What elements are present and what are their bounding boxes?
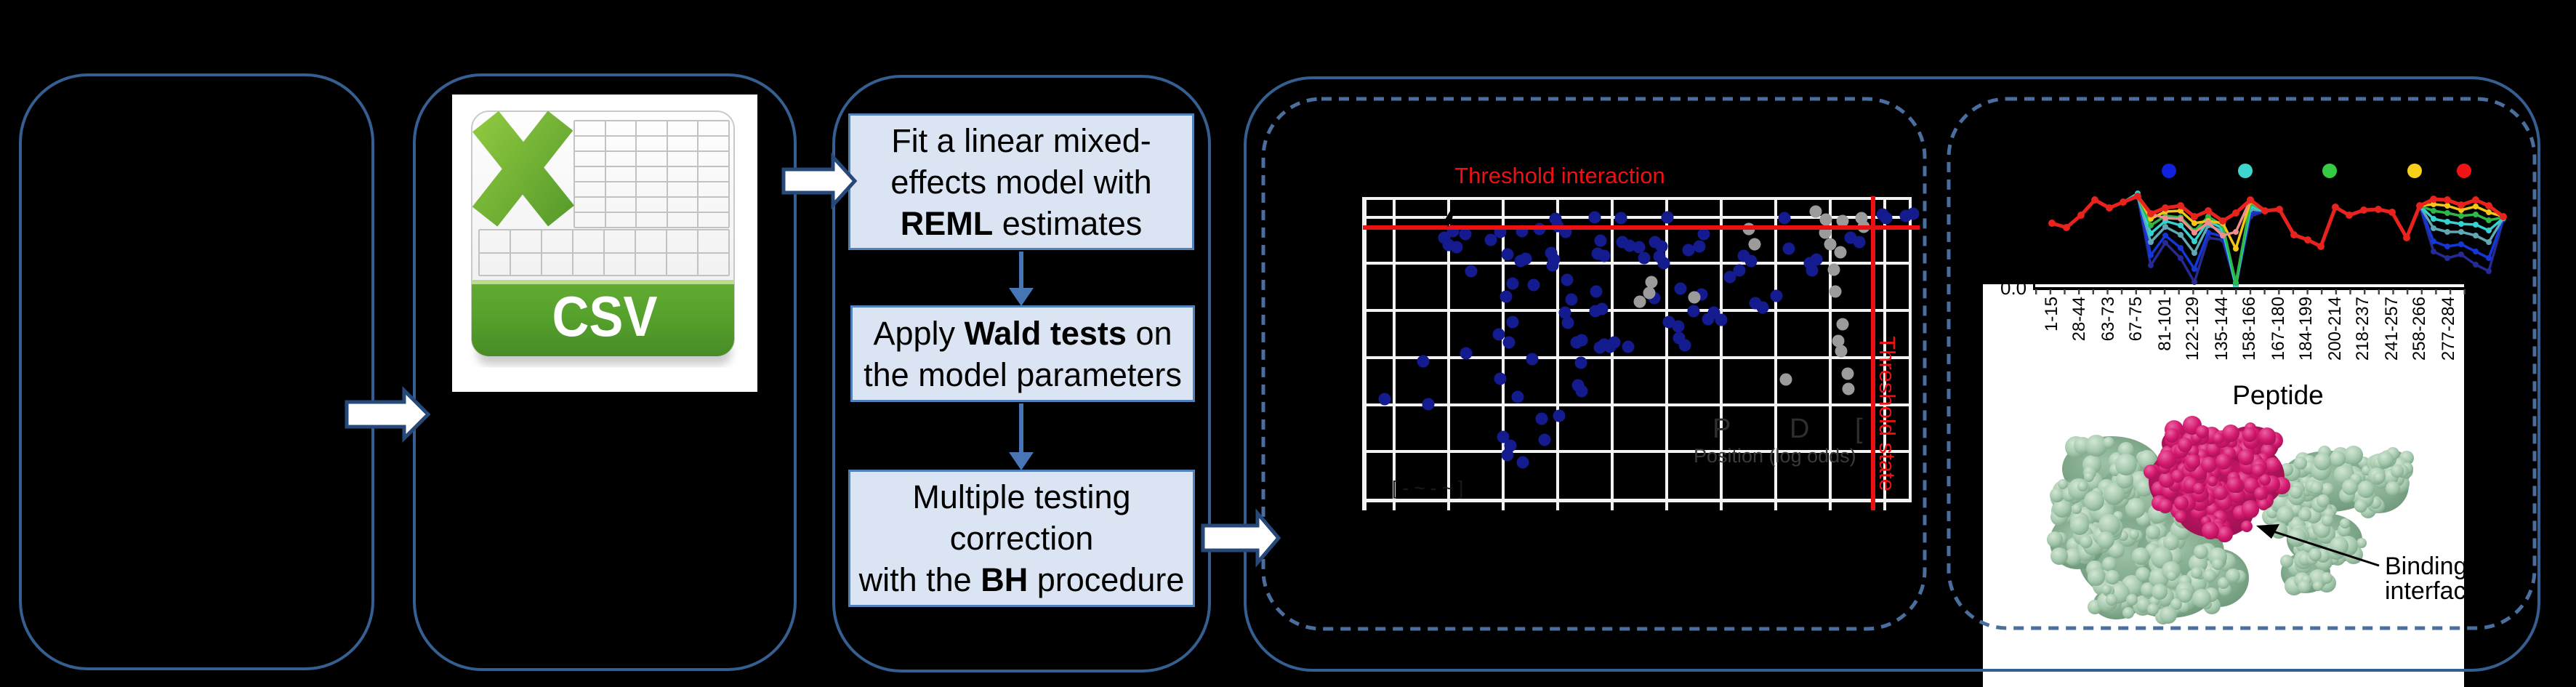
- svg-text:P: P: [1712, 414, 1731, 444]
- svg-text:Position (log odds): Position (log odds): [1694, 445, 1856, 467]
- svg-text:135-144: 135-144: [2212, 297, 2231, 361]
- svg-text:63-73: 63-73: [2098, 297, 2118, 341]
- svg-text:CSV: CSV: [552, 284, 658, 348]
- svg-text:200-214: 200-214: [2325, 297, 2345, 361]
- svg-text:[: [: [1855, 414, 1863, 444]
- svg-text:1-15: 1-15: [2042, 297, 2061, 332]
- svg-text:0.0: 0.0: [2000, 277, 2026, 299]
- svg-text:277-284: 277-284: [2439, 297, 2458, 361]
- svg-text:241-257: 241-257: [2382, 297, 2402, 361]
- svg-text:258-266: 258-266: [2410, 297, 2429, 361]
- svg-text:Peptide: Peptide: [2232, 380, 2324, 410]
- svg-text:[ - ~ - ~ ]: [ - ~ - ~ ]: [1392, 477, 1463, 499]
- svg-text:218-237: 218-237: [2353, 297, 2372, 361]
- svg-text:167-180: 167-180: [2269, 297, 2288, 361]
- svg-text:28-44: 28-44: [2069, 297, 2089, 341]
- svg-text:interface: interface: [2385, 577, 2479, 605]
- svg-text:Binding: Binding: [2385, 553, 2467, 580]
- svg-text:81-101: 81-101: [2155, 297, 2175, 351]
- svg-text:D: D: [1790, 414, 1809, 444]
- svg-text:Threshold interaction: Threshold interaction: [1454, 163, 1665, 188]
- svg-text:158-166: 158-166: [2239, 297, 2259, 361]
- svg-text:122-129: 122-129: [2183, 297, 2202, 361]
- svg-text:184-199: 184-199: [2296, 297, 2316, 361]
- svg-text:67-75: 67-75: [2126, 297, 2146, 341]
- svg-text:Threshold state: Threshold state: [1875, 336, 1900, 491]
